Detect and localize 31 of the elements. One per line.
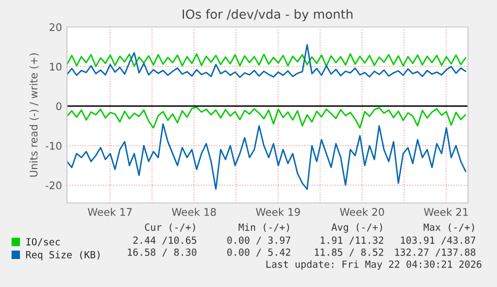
legend-label: Req Size (KB) (26, 250, 100, 260)
text: 0.00 / 3.97 (227, 236, 290, 245)
text: 2.44 /10.65 (133, 236, 196, 245)
text: 132.27 /137.88 (395, 248, 476, 257)
legend-label: IO/sec (26, 238, 60, 246)
text: 1.91 /11.32 (320, 236, 384, 245)
line-series (67, 53, 466, 68)
text: Last update: Fri May 22 04:30:21 2026 (266, 260, 482, 270)
line-series (67, 123, 466, 190)
y-tick-label: -20 (46, 181, 62, 190)
x-tick-label: Week 21 (424, 208, 468, 216)
text: 11.85 / 8.52 (314, 248, 384, 257)
text: 103.91 /43.87 (401, 236, 476, 245)
line-series (67, 106, 466, 129)
text: 16.58 / 8.30 (128, 248, 196, 257)
y-axis-title: Units read (-) / write (+) (29, 53, 39, 177)
y-tick-label: 20 (50, 23, 62, 32)
x-tick-label: Week 20 (340, 208, 384, 216)
x-tick-label: Week 18 (172, 208, 216, 216)
text: Max (-/+) (424, 223, 474, 232)
x-tick-label: Week 17 (88, 208, 132, 216)
y-tick-label: 0 (56, 102, 62, 110)
x-tick-label: Week 19 (256, 208, 300, 216)
line-series (67, 44, 466, 78)
chart-title: IOs for /dev/vda - by month (182, 9, 352, 22)
text: Cur (-/+) (144, 223, 195, 232)
text: Min (-/+) (238, 223, 289, 232)
text: Avg (-/+) (332, 223, 382, 233)
y-tick-label: 10 (50, 62, 62, 71)
text: 0.00 / 5.42 (227, 248, 290, 257)
y-tick-label: -10 (46, 142, 62, 150)
